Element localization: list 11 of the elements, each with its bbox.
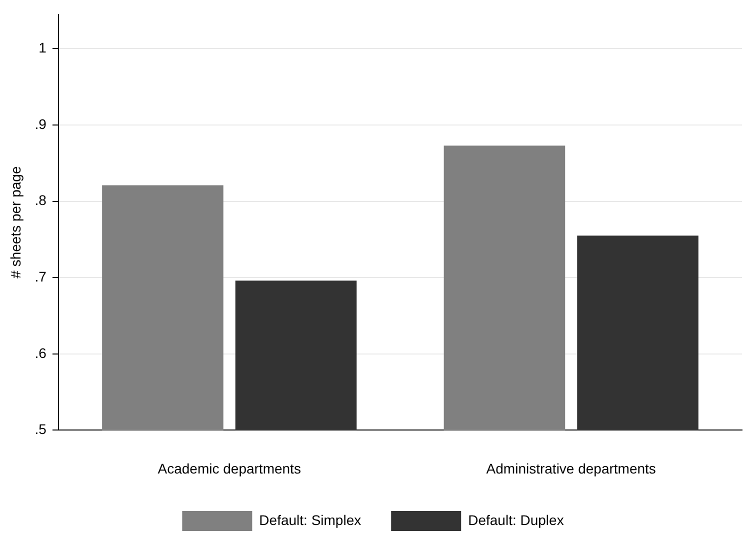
legend-label: Default: Simplex — [259, 512, 362, 528]
legend-label: Default: Duplex — [468, 512, 564, 528]
x-tick-label: Academic departments — [158, 460, 301, 476]
y-tick-label: .9 — [34, 116, 47, 132]
y-tick-label: 1 — [38, 40, 47, 56]
y-tick-label: .6 — [34, 344, 47, 361]
y-tick-label: .5 — [34, 421, 47, 438]
x-tick-label: Administrative departments — [486, 460, 656, 476]
y-axis-title: # sheets per page — [7, 166, 24, 278]
y-tick-label: .7 — [34, 268, 47, 284]
y-tick-label: .8 — [34, 192, 47, 208]
